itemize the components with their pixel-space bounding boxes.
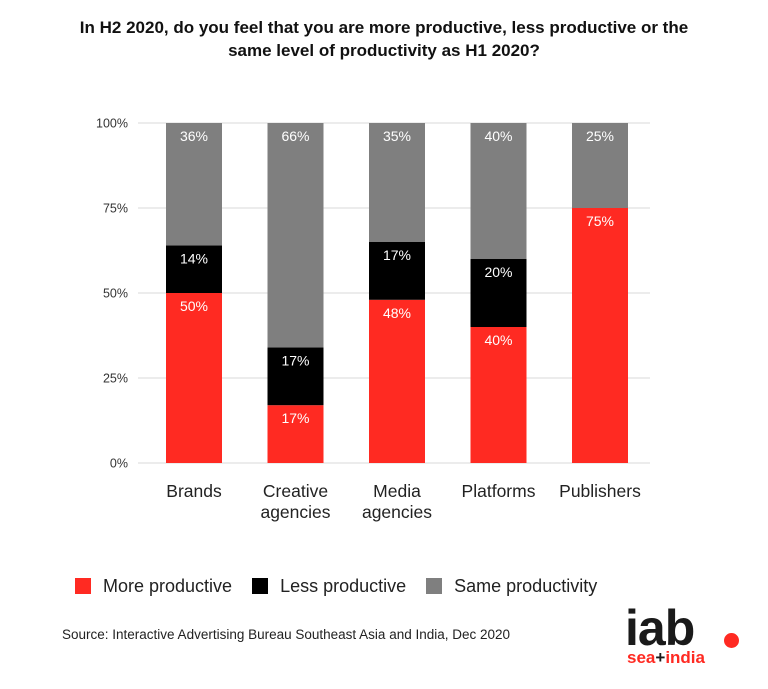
data-label: 35% (383, 128, 411, 144)
logo-sub-india: india (665, 648, 705, 667)
logo-sub-sea: sea (627, 648, 656, 667)
data-label: 20% (484, 264, 512, 280)
logo-sub-plus: + (655, 648, 666, 667)
legend-item-less: Less productive (252, 576, 406, 597)
x-tick-label: Publishers (559, 481, 641, 501)
legend-label-more: More productive (103, 575, 233, 596)
chart-title-line-1: In H2 2020, do you feel that you are mor… (79, 18, 689, 37)
bar-segment-more (166, 293, 222, 463)
legend-swatch-same (426, 578, 443, 594)
legend-swatch-less (252, 578, 269, 594)
data-label: 48% (383, 305, 411, 321)
y-tick-label: 50% (103, 287, 128, 301)
bar-segment-more (572, 208, 628, 463)
legend-label-same: Same productivity (454, 575, 598, 596)
legend-label-less: Less productive (280, 575, 407, 596)
bar-segment-same (267, 123, 324, 348)
bar-segment-same (572, 123, 628, 208)
y-tick-label: 100% (96, 117, 128, 131)
bar-segment-same (369, 123, 425, 242)
bar-segment-less (470, 259, 527, 327)
x-tick-label: agencies (260, 502, 330, 522)
bar-segment-more (369, 299, 425, 463)
y-tick-label: 0% (110, 457, 128, 471)
bar-segment-same (166, 123, 222, 246)
logo-subtitle: sea+india (627, 649, 705, 667)
bar-segment-less (369, 242, 425, 300)
data-label: 17% (281, 410, 309, 426)
iab-logo: iab sea+india (625, 603, 745, 673)
source-note: Source: Interactive Advertising Bureau S… (62, 627, 511, 642)
bar-segment-same (470, 123, 527, 259)
data-label: 50% (180, 298, 208, 314)
y-tick-label: 75% (103, 202, 128, 216)
y-tick-label: 25% (103, 372, 128, 386)
x-tick-label: Brands (166, 481, 222, 501)
data-label: 36% (180, 128, 208, 144)
bar-segment-less (267, 347, 324, 406)
bar-segment-less (166, 245, 222, 293)
bar-segment-more (470, 327, 527, 463)
data-label: 17% (281, 352, 309, 368)
logo-dot-icon (724, 633, 739, 648)
chart-title-line-2: same level of productivity as H1 2020? (228, 41, 540, 60)
legend-swatch-more (75, 578, 91, 594)
bar-segment-more (267, 405, 324, 463)
data-label: 66% (281, 128, 309, 144)
x-tick-label: Creative (263, 481, 328, 501)
legend: More productive Less productive Same pro… (75, 574, 617, 598)
legend-item-same: Same productivity (426, 576, 597, 597)
data-label: 40% (484, 128, 512, 144)
x-tick-label: Media (373, 481, 421, 501)
x-tick-label: agencies (362, 502, 432, 522)
chart-title: In H2 2020, do you feel that you are mor… (20, 16, 748, 62)
data-label: 40% (484, 332, 512, 348)
logo-wordmark: iab (625, 600, 695, 656)
data-label: 17% (383, 247, 411, 263)
legend-item-more: More productive (75, 576, 232, 597)
data-label: 14% (180, 250, 208, 266)
data-label: 75% (586, 213, 614, 229)
data-label: 25% (586, 128, 614, 144)
x-tick-label: Platforms (462, 481, 536, 501)
